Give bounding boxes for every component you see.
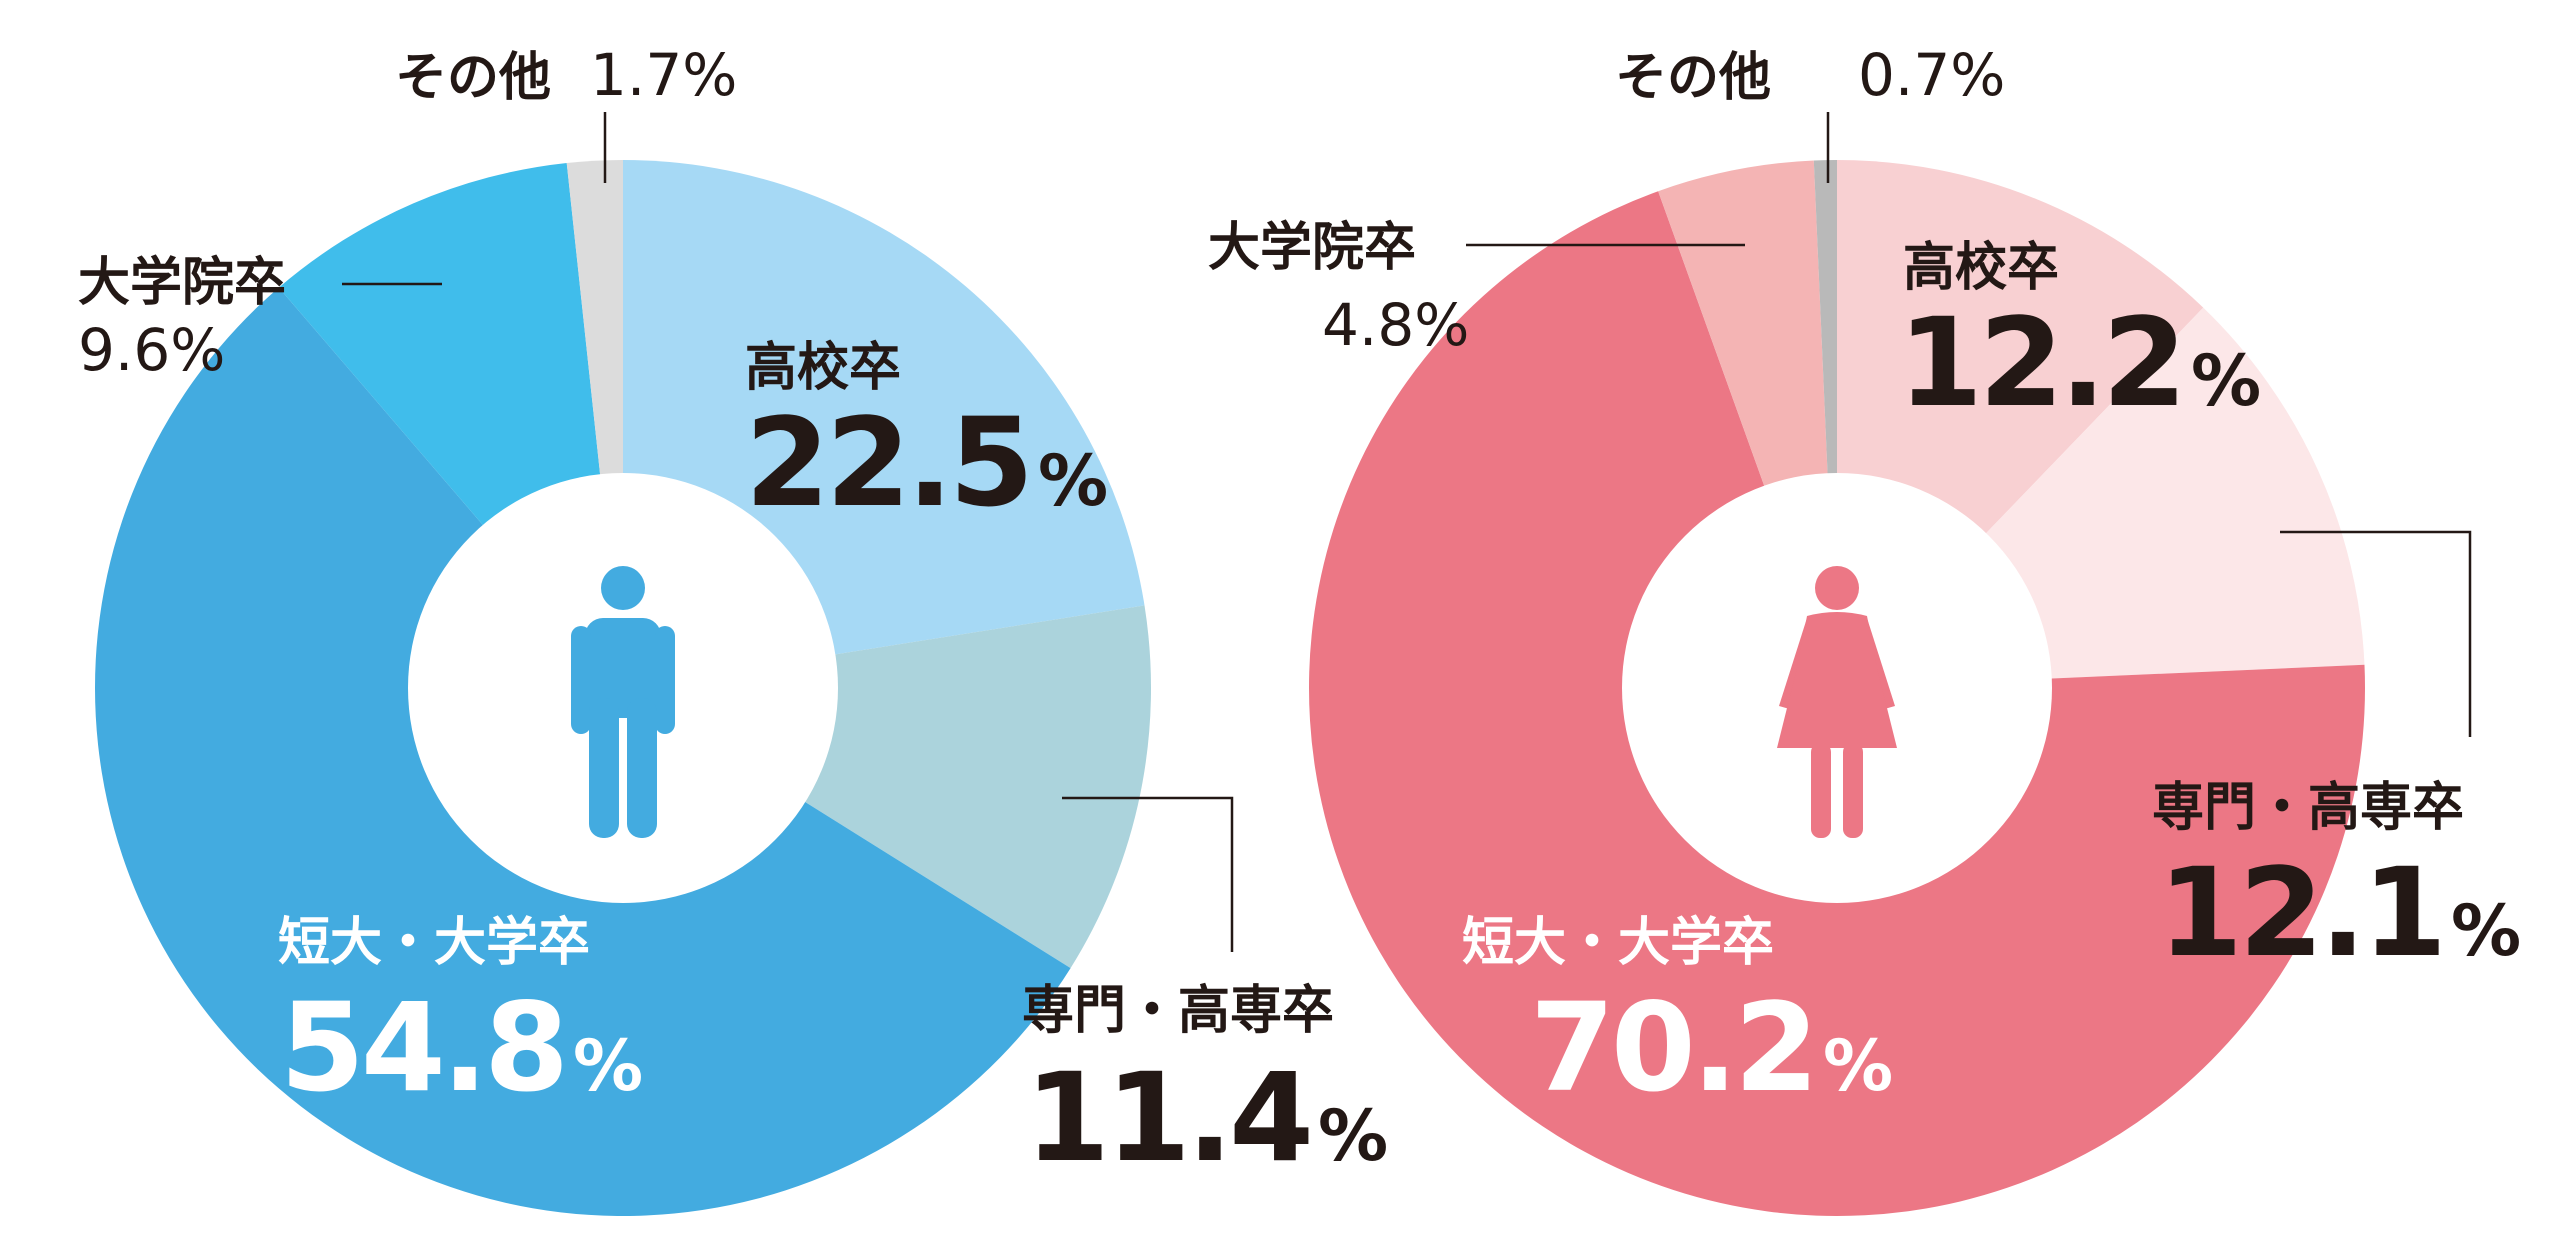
female-label-univ-name: 短大・大学卒 [1462,913,1774,973]
female-label-univ-value: 70.2% [1530,977,1891,1119]
male-label-other-value: 1.7% [590,41,737,109]
male-label-other-name: その他 [395,48,551,108]
female-label-vocational-value: 12.1% [2158,842,2519,984]
female-label-grad-name: 大学院卒 [1208,218,1416,278]
female-label-other-value: 0.7% [1858,41,2005,109]
male-label-vocational-value: 11.4% [1025,1047,1386,1189]
female-leader-line [2280,530,2472,737]
male-label-vocational-name: 専門・高専卒 [1022,981,1334,1041]
female-label-vocational-name: 専門・高専卒 [2152,778,2464,838]
male-label-grad-value: 9.6% [78,316,225,384]
male-label-hs-value: 22.5% [745,392,1106,534]
female-label-hs-name: 高校卒 [1903,238,2059,298]
male-label-hs-name: 高校卒 [745,338,901,398]
female-icon [1777,566,1897,838]
male-leader-line [1062,796,1234,952]
female-label-grad-value: 4.8% [1322,291,1469,359]
male-label-univ-name: 短大・大学卒 [278,913,590,973]
male-label-univ-value: 54.8% [280,977,641,1119]
male-icon [571,566,675,838]
female-label-other-name: その他 [1615,48,1771,108]
male-label-grad-name: 大学院卒 [78,253,286,313]
female-label-hs-value: 12.2% [1898,292,2259,434]
